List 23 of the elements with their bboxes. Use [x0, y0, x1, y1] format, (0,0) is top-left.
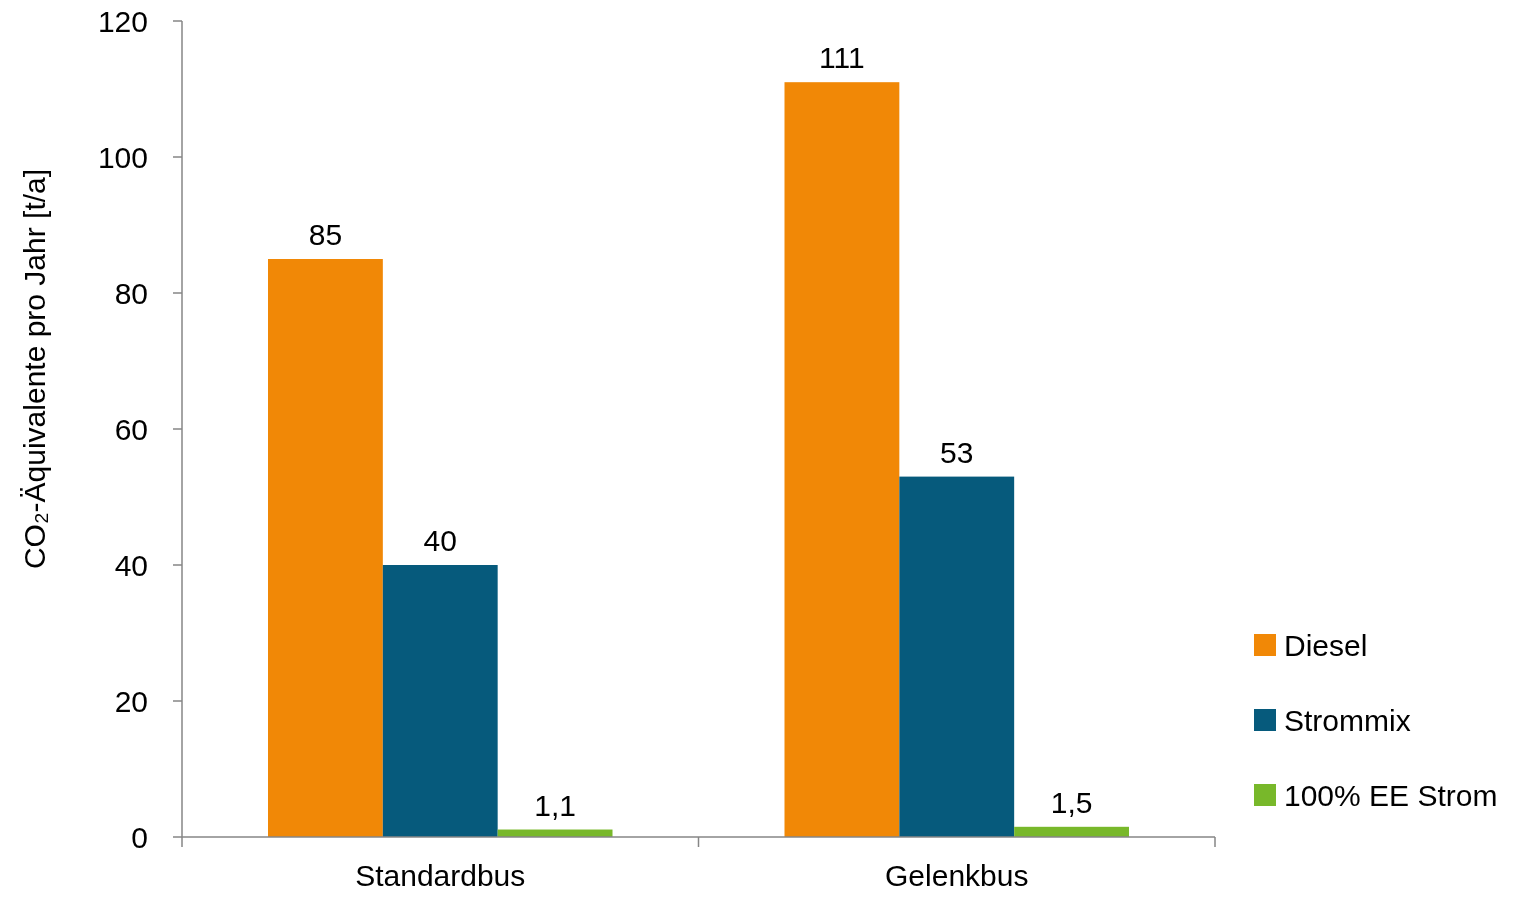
x-tick-label: Standardbus: [355, 859, 526, 892]
y-tick-label: 100: [97, 140, 148, 174]
data-label: 40: [423, 524, 457, 557]
legend-label: Strommix: [1284, 703, 1411, 737]
y-tick-label: 0: [131, 820, 148, 854]
data-label: 1,1: [534, 788, 576, 822]
legend-label: 100% EE Strom: [1284, 778, 1498, 812]
bar: [899, 476, 1015, 837]
y-tick-label: 60: [114, 412, 148, 446]
data-label: 85: [308, 218, 343, 251]
data-label: 53: [940, 435, 974, 469]
y-tick-label: 120: [97, 4, 148, 38]
data-label: 1,5: [1050, 785, 1093, 819]
x-tick-label: Gelenkbus: [885, 859, 1029, 892]
legend-label: Diesel: [1284, 628, 1368, 662]
y-tick-label: 40: [114, 548, 148, 582]
y-tick-label: 80: [114, 276, 148, 310]
bar: [784, 82, 900, 837]
data-label: 111: [819, 41, 865, 75]
bar: [268, 259, 383, 837]
bar: [382, 565, 498, 837]
y-axis-title: CO₂-Äquivalente pro Jahr [t/a]: [18, 168, 51, 570]
y-tick-label: 20: [114, 684, 148, 718]
